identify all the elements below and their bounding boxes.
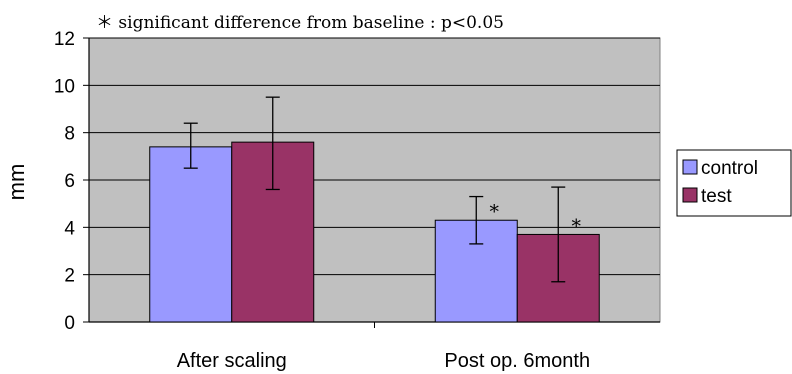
legend: control test bbox=[676, 149, 792, 217]
legend-label-control: control bbox=[701, 158, 758, 179]
y-tick-label: 10 bbox=[54, 76, 75, 97]
y-tick-label: 2 bbox=[64, 266, 75, 287]
significance-marker: * bbox=[572, 215, 582, 237]
y-tick-label: 6 bbox=[64, 171, 75, 192]
y-tick-label: 8 bbox=[64, 124, 75, 145]
legend-swatch-test bbox=[682, 187, 698, 203]
y-axis-label: mm bbox=[4, 164, 29, 201]
y-tick-label: 0 bbox=[64, 313, 75, 334]
bar-control bbox=[149, 146, 233, 323]
x-tick-label: After scaling bbox=[177, 350, 287, 372]
chart-annotation: ＊ significant difference from baseline :… bbox=[96, 13, 504, 33]
legend-swatch-control bbox=[682, 159, 698, 175]
y-tick-label: 12 bbox=[54, 29, 75, 50]
y-tick-label: 4 bbox=[64, 218, 75, 239]
legend-label-test: test bbox=[701, 186, 732, 207]
significance-marker: * bbox=[490, 201, 500, 223]
x-tick-label: Post op. 6month bbox=[444, 350, 590, 372]
